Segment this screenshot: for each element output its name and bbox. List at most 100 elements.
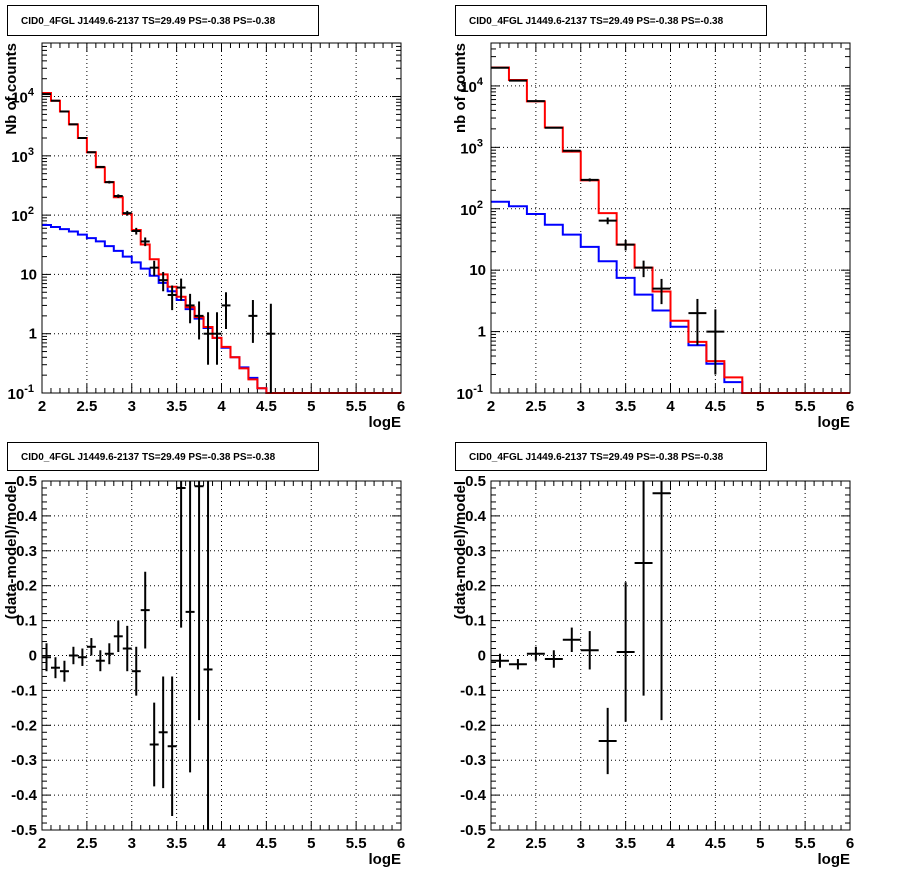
- data-point: [194, 301, 204, 340]
- residual-point: [42, 643, 51, 672]
- x-tick-label: 2: [487, 398, 495, 415]
- x-axis-label: logE: [818, 851, 851, 868]
- y-tick-label: -0.5: [460, 822, 486, 839]
- residual-point: [544, 650, 563, 668]
- y-tick-label: 102: [460, 199, 483, 219]
- residual-point: [652, 481, 671, 721]
- x-tick-label: 5.5: [795, 398, 816, 415]
- x-tick-label: 2.5: [525, 835, 546, 852]
- y-tick-label: 0.2: [465, 578, 486, 595]
- y-tick-label: 103: [460, 137, 483, 157]
- y-tick-label: -0.3: [460, 752, 486, 769]
- x-tick-label: 2.5: [76, 398, 97, 415]
- residual-point: [131, 646, 141, 696]
- data-point: [266, 303, 276, 393]
- data-point: [59, 110, 69, 113]
- data-point: [176, 278, 186, 301]
- minor-ticks: [41, 42, 402, 394]
- y-tick-label: 0.4: [465, 508, 487, 525]
- plot-frame: [490, 42, 851, 394]
- x-tick-label: 5: [307, 835, 315, 852]
- x-tick-label: 3.5: [615, 835, 636, 852]
- data-point: [544, 126, 563, 129]
- plot-frame: [41, 42, 402, 394]
- data-point: [616, 239, 635, 251]
- y-tick-label: 0.4: [16, 508, 38, 525]
- x-axis-label: logE: [818, 414, 851, 431]
- residual-point: [508, 658, 527, 670]
- y-tick-label: 102: [11, 205, 34, 225]
- x-tick-label: 4.5: [256, 398, 277, 415]
- chart-panel-4: 2 2.5 3 3.5 4 4.5 5 5.5 6 -0.5 -0.4 -0.3 -0.2 -0.1 0 0.…: [452, 442, 854, 868]
- chart-panel-1: 2 2.5 3 3.5 4 4.5 5 5.5 6 10-1 1 10 102 103 104 logE Nb …: [3, 5, 405, 431]
- title-frame: [7, 442, 319, 471]
- x-tick-label: 2.5: [76, 835, 97, 852]
- x-tick-label: 3: [577, 398, 585, 415]
- data-point: [86, 151, 96, 154]
- y-tick-label: 1: [478, 324, 486, 341]
- residual-point: [580, 631, 599, 670]
- residual-point: [526, 646, 545, 661]
- x-tick-label: 2: [487, 835, 495, 852]
- x-tick-label: 6: [846, 398, 854, 415]
- plot-frame: [41, 480, 402, 831]
- x-axis-label: logE: [369, 414, 402, 431]
- residual-point: [113, 620, 123, 653]
- y-tick-label: 104: [11, 87, 35, 107]
- chart-title: CID0_4FGL J1449.6-2137 TS=29.49 PS=-0.38…: [469, 16, 724, 27]
- data-point: [113, 194, 123, 198]
- chart-title: CID0_4FGL J1449.6-2137 TS=29.49 PS=-0.38…: [21, 16, 276, 27]
- data-points: [491, 66, 725, 375]
- data-point: [203, 312, 213, 365]
- y-tick-label: 0.5: [16, 473, 37, 490]
- residual-point: [122, 625, 132, 672]
- y-tick-label: 10-1: [8, 383, 34, 403]
- plot-area: [491, 481, 850, 830]
- y-tick-label: 10-1: [457, 383, 483, 403]
- x-tick-label: 5: [756, 835, 764, 852]
- data-point: [634, 260, 653, 278]
- chart-title: CID0_4FGL J1449.6-2137 TS=29.49 PS=-0.38…: [469, 452, 724, 463]
- residual-points: [491, 481, 671, 775]
- x-tick-label: 4: [666, 835, 675, 852]
- residual-point: [104, 643, 114, 665]
- x-axis-label: logE: [369, 851, 402, 868]
- plot-area: [42, 481, 401, 830]
- y-tick-label: 104: [460, 76, 484, 96]
- residual-point: [491, 653, 509, 668]
- x-tick-label: 4: [217, 835, 226, 852]
- y-tick-label: -0.4: [11, 787, 38, 804]
- x-tick-label: 4: [666, 398, 675, 415]
- data-point: [706, 309, 725, 375]
- data-point: [140, 237, 150, 247]
- title-frame: [7, 5, 319, 36]
- y-tick-label: 0.1: [16, 613, 37, 630]
- y-tick-label: 1: [29, 326, 37, 343]
- data-point: [212, 312, 222, 365]
- residual-point: [562, 627, 581, 653]
- x-tick-label: 5: [756, 398, 764, 415]
- data-point: [580, 178, 599, 182]
- data-point: [221, 292, 231, 330]
- title-frame: [455, 5, 767, 36]
- chart-title-box: CID0_4FGL J1449.6-2137 TS=29.49 PS=-0.38…: [455, 442, 767, 471]
- residual-point: [167, 676, 177, 817]
- y-tick-label: 0.1: [465, 613, 486, 630]
- x-tick-label: 5: [307, 398, 315, 415]
- x-tick-label: 2: [38, 835, 46, 852]
- y-tick-label: 0: [478, 648, 486, 665]
- residual-point: [598, 707, 617, 775]
- y-tick-label: -0.1: [460, 682, 486, 699]
- x-tick-label: 3: [128, 835, 136, 852]
- x-tick-label: 3: [128, 398, 136, 415]
- data-point: [688, 298, 707, 346]
- x-tick-label: 2.5: [525, 398, 546, 415]
- residual-point: [194, 481, 204, 721]
- residual-point: [158, 676, 168, 789]
- chart-title: CID0_4FGL J1449.6-2137 TS=29.49 PS=-0.38…: [21, 452, 276, 463]
- y-axis-label: (data-model)/model: [452, 481, 469, 619]
- y-tick-label: 0.3: [16, 543, 37, 560]
- title-frame: [455, 442, 767, 471]
- residual-point: [616, 582, 635, 722]
- chart-title-box: CID0_4FGL J1449.6-2137 TS=29.49 PS=-0.38…: [7, 5, 319, 36]
